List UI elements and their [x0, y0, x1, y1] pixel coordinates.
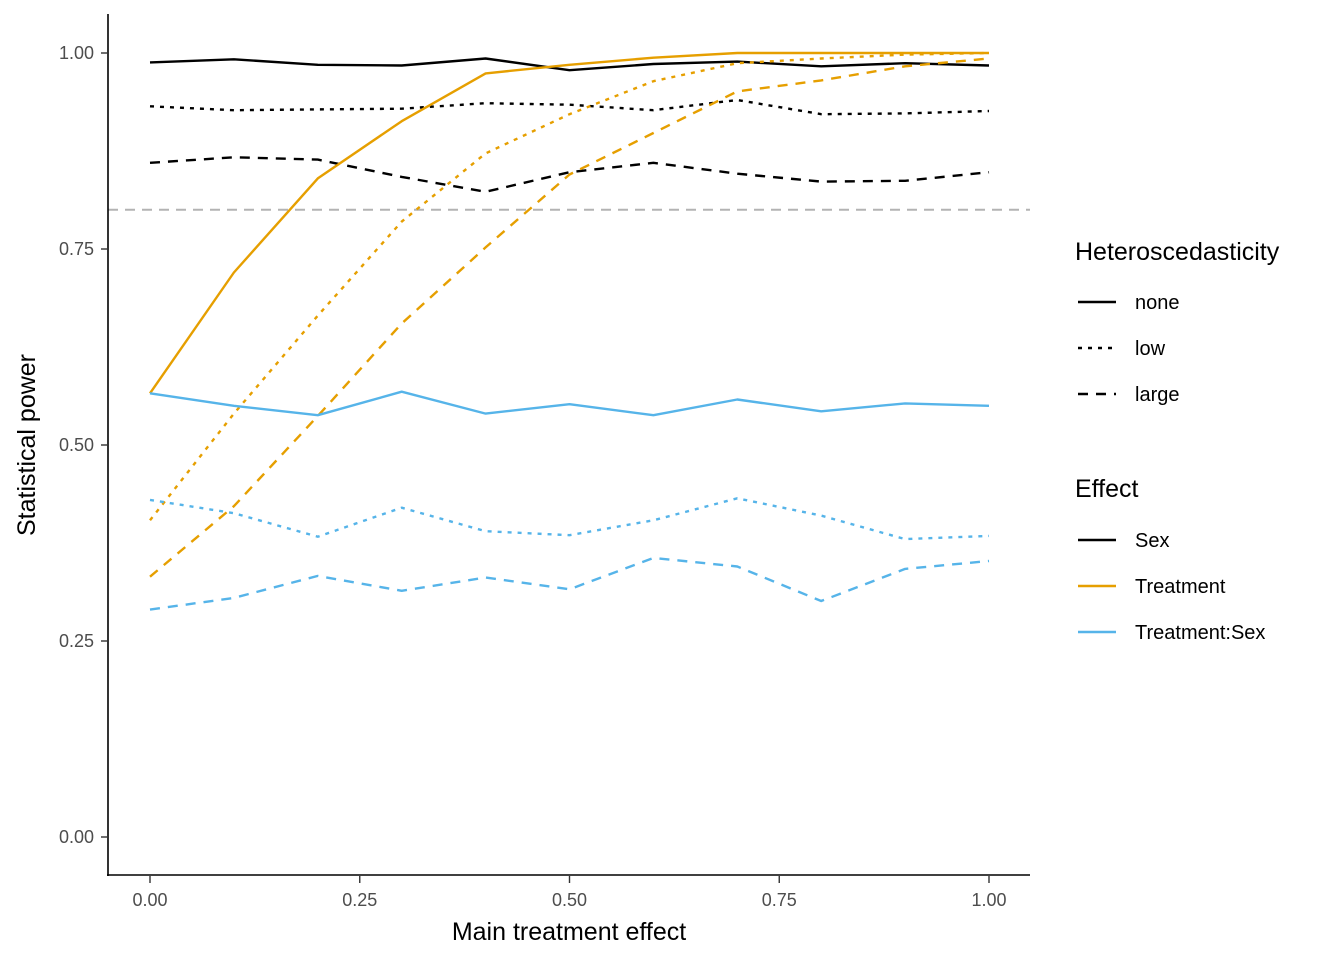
legend: Heteroscedasticity none low large Effect Sex T… [1075, 238, 1280, 644]
y-tick-label: 0.25 [59, 631, 94, 651]
legend-title-effect: Effect [1075, 475, 1139, 503]
x-tick-label: 0.75 [762, 890, 797, 910]
legend-label-treatment-sex: Treatment:Sex [1135, 622, 1265, 644]
y-tick-label: 0.75 [59, 239, 94, 259]
series-line-treatment-large [149, 57, 990, 578]
legend-title-heteroscedasticity: Heteroscedasticity [1075, 238, 1280, 266]
y-tick-label: 0.00 [59, 827, 94, 847]
series-line-treatment-sex-large [149, 556, 990, 611]
legend-label-sex: Sex [1135, 530, 1169, 552]
legend-label-low: low [1135, 338, 1166, 360]
plot-lines [108, 51, 1030, 611]
series-line-treatment-none [149, 51, 989, 394]
series-line-sex-low [149, 98, 990, 116]
y-axis-title: Statistical power [13, 354, 41, 536]
x-ticks: 0.00 0.25 0.50 0.75 1.00 [132, 876, 1007, 910]
y-ticks: 0.00 0.25 0.50 0.75 1.00 [59, 43, 108, 847]
axes [107, 14, 1030, 876]
y-tick-label: 1.00 [59, 43, 94, 63]
series-line-sex-none [149, 57, 990, 72]
series-line-sex-large [149, 156, 990, 194]
x-axis-title: Main treatment effect [452, 918, 686, 946]
series-line-treatment-sex-none [149, 390, 990, 417]
series-line-treatment-sex-low [149, 497, 990, 541]
y-tick-label: 0.50 [59, 435, 94, 455]
x-tick-label: 0.00 [132, 890, 167, 910]
series-line-treatment-low [149, 51, 990, 522]
legend-label-none: none [1135, 292, 1180, 314]
x-tick-label: 1.00 [971, 890, 1006, 910]
x-tick-label: 0.50 [552, 890, 587, 910]
x-tick-label: 0.25 [342, 890, 377, 910]
legend-label-treatment: Treatment [1135, 576, 1226, 598]
legend-label-large: large [1135, 384, 1179, 406]
